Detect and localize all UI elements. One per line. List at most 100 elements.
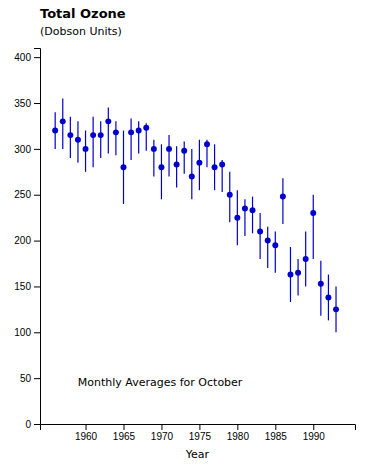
point [181, 148, 187, 154]
x-tick-label: 1970 [151, 431, 174, 442]
point [151, 146, 157, 152]
x-tick-mark [313, 424, 314, 430]
y-tick-label: 200 [14, 235, 31, 246]
error-bar [313, 195, 314, 259]
point [158, 164, 164, 170]
y-tick-label: 0 [25, 419, 31, 430]
x-tick-label: 1965 [113, 431, 136, 442]
y-axis: 0 50 100 150 200 250 300 350 400 [14, 49, 40, 430]
y-tick: 250 [14, 189, 40, 200]
x-tick-label: 1960 [75, 431, 98, 442]
error-bar [260, 213, 261, 259]
point [128, 129, 134, 135]
point [136, 128, 142, 134]
x-tick-label: 1990 [303, 431, 326, 442]
error-bar [282, 178, 283, 224]
y-tick-label: 350 [14, 98, 31, 109]
point [113, 129, 119, 135]
point [174, 161, 180, 167]
point [52, 128, 58, 134]
x-tick: 1970 [151, 424, 174, 442]
point [295, 270, 301, 276]
x-tick-mark [161, 424, 162, 430]
point [250, 207, 256, 213]
point [121, 164, 127, 170]
subtitle: Monthly Averages for October [78, 376, 243, 389]
chart: 1960196519701975198019851990050100150200… [0, 0, 371, 466]
x-tick: 1965 [113, 424, 136, 442]
y-tick: 0 [25, 419, 40, 430]
title: Total Ozone [40, 6, 126, 21]
x-tick-mark [199, 424, 200, 430]
error-bar [297, 259, 298, 296]
point [83, 146, 89, 152]
point [303, 256, 309, 262]
x-tick-label: 1975 [189, 431, 212, 442]
y-tick-mark [34, 241, 40, 242]
y-axis-label: (Dobson Units) [40, 25, 122, 38]
point [257, 228, 263, 234]
y-tick-mark [34, 332, 40, 333]
point [212, 164, 218, 170]
y-tick-mark [34, 195, 40, 196]
point [196, 160, 202, 166]
x-axis-line [41, 425, 356, 431]
x-tick-mark [275, 424, 276, 430]
point [234, 215, 240, 221]
x-tick: 1990 [303, 424, 326, 442]
point [227, 192, 233, 198]
point [265, 238, 271, 244]
y-tick-mark [34, 286, 40, 287]
error-bar [108, 108, 109, 154]
y-tick-mark [34, 149, 40, 150]
y-tick: 200 [14, 235, 40, 246]
point [75, 137, 81, 143]
y-tick-label: 250 [14, 189, 31, 200]
x-axis: 1960196519701975198019851990 [41, 424, 356, 442]
y-tick: 100 [14, 327, 40, 338]
point [67, 132, 73, 138]
error-bar [320, 261, 321, 316]
point [325, 294, 331, 300]
point [272, 242, 278, 248]
y-tick: 150 [14, 281, 40, 292]
x-tick: 1960 [75, 424, 98, 442]
error-bar [161, 144, 162, 199]
y-tick-mark [34, 424, 40, 425]
y-tick-mark [34, 103, 40, 104]
y-tick-mark [34, 57, 40, 58]
y-tick-mark [34, 378, 40, 379]
y-tick-label: 400 [14, 52, 31, 63]
point [166, 146, 172, 152]
y-tick: 350 [14, 98, 40, 109]
x-tick-mark [123, 424, 124, 430]
y-tick-label: 50 [20, 373, 32, 384]
error-bar [115, 121, 116, 155]
error-bar [184, 142, 185, 174]
point [242, 206, 248, 212]
y-tick: 50 [20, 373, 40, 384]
y-tick-label: 150 [14, 281, 31, 292]
point [333, 306, 339, 312]
error-bar [168, 135, 169, 176]
y-tick: 300 [14, 144, 40, 155]
error-bar [267, 227, 268, 268]
x-tick: 1975 [189, 424, 212, 442]
x-tick-mark [86, 424, 87, 430]
point [318, 281, 324, 287]
y-tick: 400 [14, 52, 40, 63]
point [310, 210, 316, 216]
point [287, 272, 293, 278]
x-tick-label: 1980 [227, 431, 250, 442]
marks [52, 98, 339, 332]
point [219, 161, 225, 167]
error-bar [252, 197, 253, 234]
error-bar [93, 117, 94, 167]
point [204, 141, 210, 147]
point [105, 118, 111, 124]
error-bar [138, 121, 139, 153]
point [280, 194, 286, 200]
x-tick: 1980 [227, 424, 250, 442]
y-tick-label: 300 [14, 144, 31, 155]
point [90, 132, 96, 138]
